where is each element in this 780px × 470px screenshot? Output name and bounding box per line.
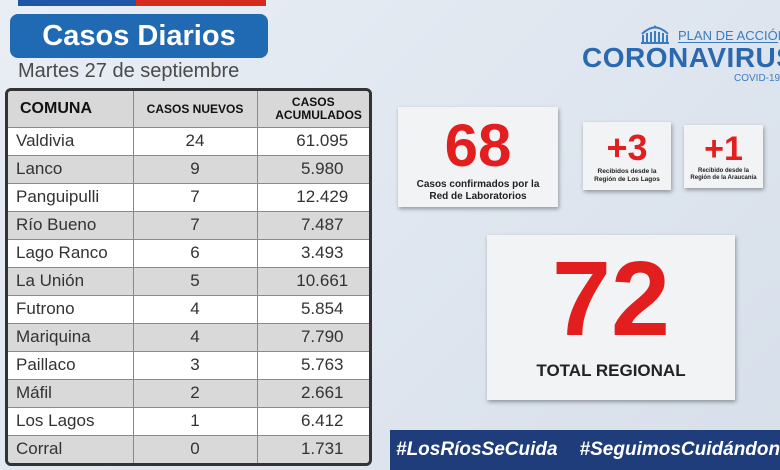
cell-casos-nuevos: 7	[133, 211, 258, 240]
cell-casos-acumulados: 1.731	[257, 435, 369, 463]
cell-comuna: Lanco	[8, 155, 134, 184]
government-building-icon	[641, 25, 669, 44]
page-title-text: Casos Diarios	[42, 19, 236, 52]
cell-casos-acumulados: 7.790	[257, 323, 369, 352]
logo-sub-text: COVID-19	[734, 73, 780, 84]
table-row: Paillaco 3 5.763	[8, 351, 369, 380]
column-header-casos-nuevos: CASOS NUEVOS	[133, 91, 258, 128]
hashtag-seguimos: #SeguimosCuidándonos	[579, 439, 780, 460]
column-header-casos-acumulados-text: CASOS ACUMULADOS	[275, 94, 362, 122]
confirmed-cases-label-2: Red de Laboratorios	[429, 191, 527, 202]
cell-casos-acumulados: 6.412	[257, 407, 369, 436]
cell-casos-acumulados: 7.487	[257, 211, 369, 240]
cell-comuna: Lago Ranco	[8, 239, 134, 268]
logo-divider	[678, 42, 778, 43]
page-title: Casos Diarios	[10, 14, 268, 58]
cell-casos-acumulados: 61.095	[257, 127, 369, 156]
total-regional-label: TOTAL REGIONAL	[536, 361, 686, 380]
flag-blue-band	[18, 0, 136, 6]
araucania-card: +1 Recibido desde la Región de la Arauca…	[684, 125, 763, 188]
table-row: Río Bueno 7 7.487	[8, 211, 369, 240]
table-row: Panguipulli 7 12.429	[8, 183, 369, 212]
cell-casos-nuevos: 1	[133, 407, 258, 436]
table-row: Futrono 4 5.854	[8, 295, 369, 324]
cell-casos-nuevos: 4	[133, 323, 258, 352]
column-header-casos-acumulados: CASOS ACUMULADOS	[257, 91, 369, 128]
cell-casos-nuevos: 0	[133, 435, 258, 463]
cell-casos-acumulados: 5.763	[257, 351, 369, 380]
cell-comuna: La Unión	[8, 267, 134, 296]
araucania-value: +1	[704, 130, 743, 168]
table-row: Corral 0 1.731	[8, 435, 369, 463]
cell-casos-acumulados: 10.661	[257, 267, 369, 296]
table-row: Máfil 2 2.661	[8, 379, 369, 408]
total-regional-value: 72	[552, 240, 670, 358]
cell-casos-nuevos: 9	[133, 155, 258, 184]
cell-casos-acumulados: 2.661	[257, 379, 369, 408]
cell-casos-nuevos: 2	[133, 379, 258, 408]
cases-table: COMUNA CASOS NUEVOS CASOS ACUMULADOS Val…	[5, 88, 372, 466]
table-row: Lanco 9 5.980	[8, 155, 369, 184]
cell-casos-nuevos: 24	[133, 127, 258, 156]
total-regional-card: 72 TOTAL REGIONAL	[487, 235, 735, 400]
cell-comuna: Valdivia	[8, 127, 134, 156]
logo-top-text: PLAN DE ACCIÓN	[678, 28, 780, 43]
araucania-label-1: Recibido desde la	[697, 168, 749, 174]
los-lagos-label-1: Recibidos desde la	[597, 168, 657, 175]
confirmed-cases-value: 68	[444, 112, 512, 179]
column-header-comuna: COMUNA	[8, 91, 134, 128]
cell-casos-acumulados: 3.493	[257, 239, 369, 268]
cell-casos-acumulados: 5.980	[257, 155, 369, 184]
table-body: Valdivia 24 61.095 Lanco 9 5.980 Panguipulli 7 1…	[8, 127, 369, 463]
table-row: Valdivia 24 61.095	[8, 127, 369, 156]
cell-comuna: Paillaco	[8, 351, 134, 380]
araucania-label-2: Región de la Araucanía	[690, 175, 757, 181]
cell-casos-nuevos: 7	[133, 183, 258, 212]
cell-comuna: Panguipulli	[8, 183, 134, 212]
table-header-row: COMUNA CASOS NUEVOS CASOS ACUMULADOS	[8, 91, 369, 128]
los-lagos-card: +3 Recibidos desde la Región de Los Lago…	[583, 122, 671, 190]
cell-casos-nuevos: 6	[133, 239, 258, 268]
cell-casos-nuevos: 4	[133, 295, 258, 324]
los-lagos-value: +3	[606, 127, 648, 168]
hashtag-bar: #LosRíosSeCuida #SeguimosCuidándonos	[390, 430, 780, 470]
cell-comuna: Máfil	[8, 379, 134, 408]
los-lagos-label-2: Región de Los Lagos	[594, 176, 660, 183]
cell-casos-acumulados: 5.854	[257, 295, 369, 324]
report-date: Martes 27 de septiembre	[18, 60, 240, 82]
hashtag-los-rios: #LosRíosSeCuida	[396, 439, 558, 460]
cell-comuna: Corral	[8, 435, 134, 463]
table-row: Mariquina 4 7.790	[8, 323, 369, 352]
confirmed-cases-label-1: Casos confirmados por la	[416, 179, 540, 190]
cell-comuna: Futrono	[8, 295, 134, 324]
cell-casos-acumulados: 12.429	[257, 183, 369, 212]
confirmed-cases-card: 68 Casos confirmados por la Red de Labor…	[398, 107, 558, 207]
cell-comuna: Río Bueno	[8, 211, 134, 240]
table-row: Los Lagos 1 6.412	[8, 407, 369, 436]
flag-strip	[18, 0, 266, 6]
cell-comuna: Los Lagos	[8, 407, 134, 436]
table-row: La Unión 5 10.661	[8, 267, 369, 296]
cell-casos-nuevos: 3	[133, 351, 258, 380]
logo-main-text: CORONAVIRUS	[582, 42, 780, 73]
plan-coronavirus-logo: PLAN DE ACCIÓN CORONAVIRUS COVID-19	[582, 22, 780, 88]
flag-red-band	[136, 0, 266, 6]
cell-comuna: Mariquina	[8, 323, 134, 352]
cell-casos-nuevos: 5	[133, 267, 258, 296]
table-row: Lago Ranco 6 3.493	[8, 239, 369, 268]
